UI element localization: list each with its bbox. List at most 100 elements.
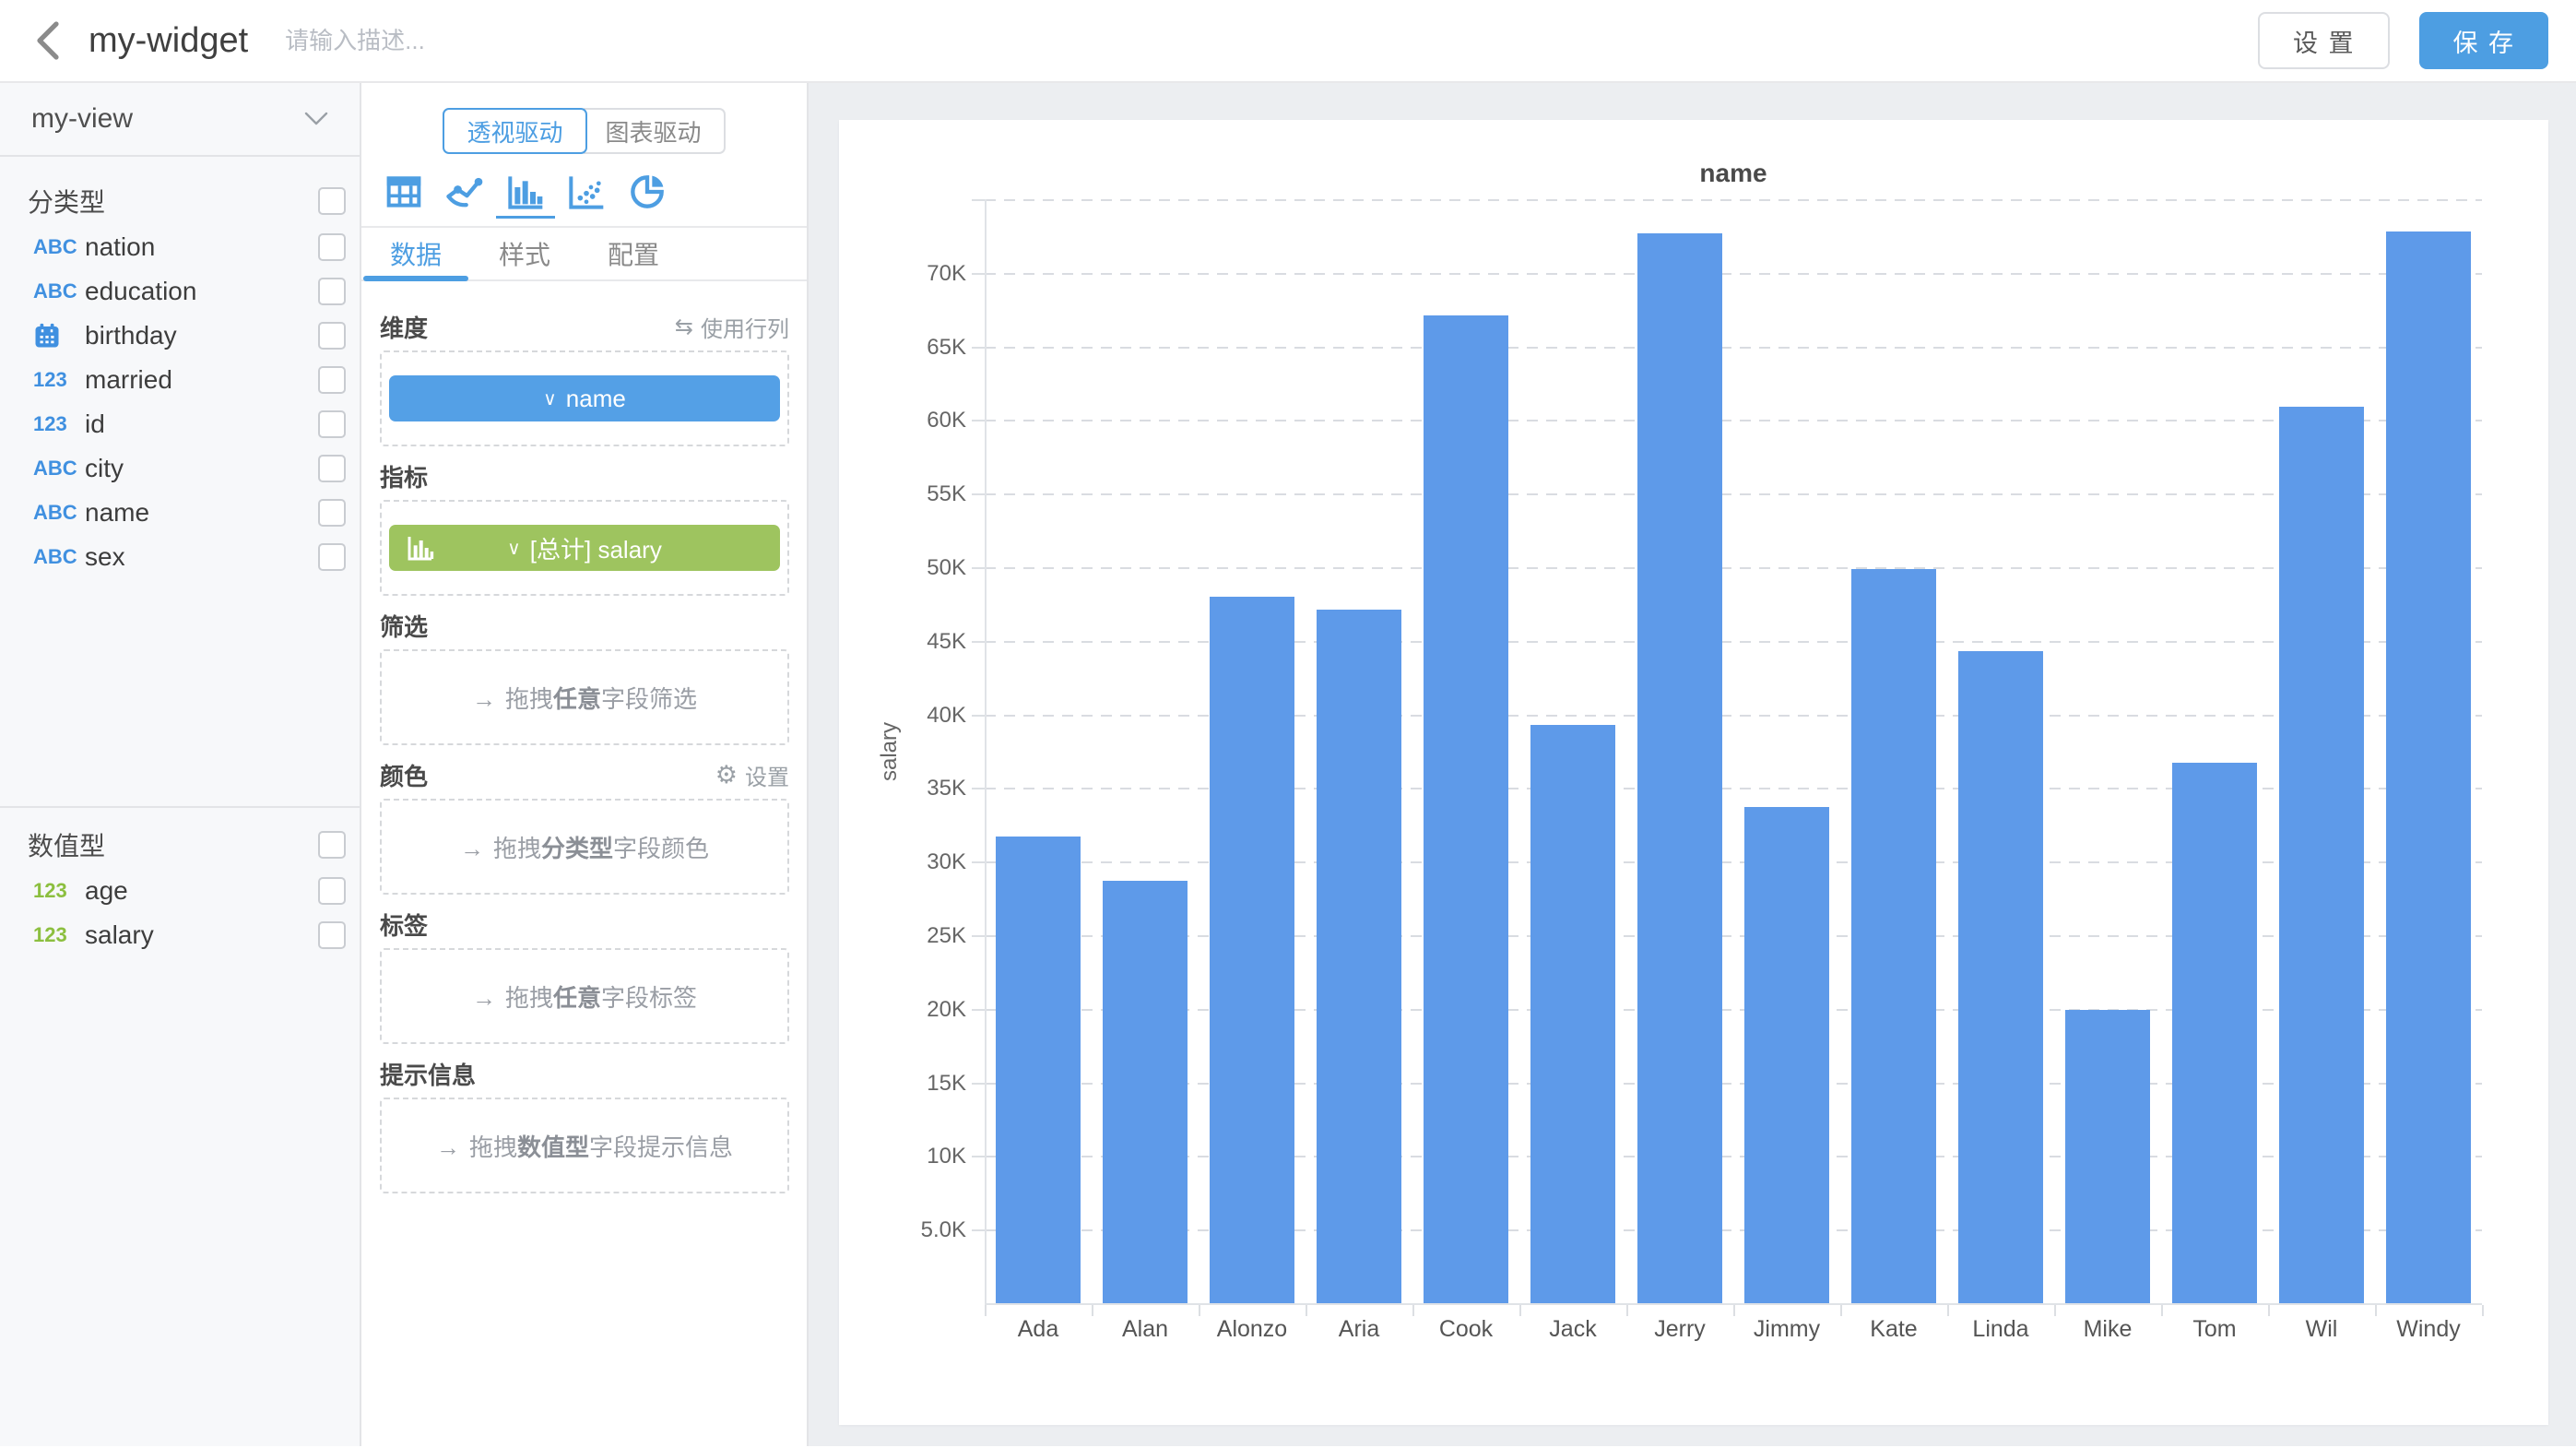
field-checkbox[interactable] bbox=[318, 499, 346, 527]
bar-kate[interactable] bbox=[1851, 568, 1936, 1303]
dimension-pill-name[interactable]: ∨ name bbox=[389, 375, 780, 421]
color-settings-button[interactable]: ⚙ 设置 bbox=[715, 760, 789, 790]
bar-cook[interactable] bbox=[1424, 315, 1508, 1303]
use-rowcol-button[interactable]: ⇆ 使用行列 bbox=[674, 314, 789, 342]
tab-config[interactable]: 配置 bbox=[607, 241, 659, 269]
field-item-salary[interactable]: 123 salary bbox=[0, 913, 360, 957]
x-axis-category-label: Linda bbox=[1972, 1316, 2029, 1342]
x-axis-category-label: Aria bbox=[1338, 1316, 1380, 1342]
pie-chart-button[interactable] bbox=[629, 171, 666, 213]
save-button[interactable]: 保 存 bbox=[2419, 12, 2548, 69]
dataset-selector[interactable]: my-view bbox=[0, 83, 360, 157]
dimension-section: 维度 ⇆ 使用行列 ∨ name bbox=[380, 311, 789, 446]
bar-jimmy[interactable] bbox=[1744, 807, 1829, 1303]
bar-alonzo[interactable] bbox=[1210, 596, 1294, 1303]
bar-chart-icon bbox=[508, 176, 543, 209]
field-checkbox[interactable] bbox=[318, 233, 346, 261]
scatter-chart-button[interactable] bbox=[568, 171, 605, 213]
bar-chart-button[interactable] bbox=[496, 171, 555, 219]
mode-tab-chart[interactable]: 图表驱动 bbox=[583, 108, 726, 154]
y-axis-tick bbox=[972, 272, 985, 275]
page-title: my-widget bbox=[89, 20, 249, 60]
field-name: nation bbox=[85, 232, 156, 261]
bar-mike[interactable] bbox=[2065, 1010, 2150, 1303]
numeric-field-list: 123 age 123 salary bbox=[0, 869, 360, 957]
tooltip-dropzone[interactable]: → 拖拽数值型字段提示信息 bbox=[380, 1098, 789, 1193]
bar-alan[interactable] bbox=[1103, 880, 1188, 1303]
x-axis-tick bbox=[2161, 1305, 2163, 1316]
bar-wil[interactable] bbox=[2279, 407, 2364, 1303]
back-button[interactable] bbox=[28, 20, 68, 61]
gridline bbox=[985, 493, 2482, 496]
x-axis-category-label: Mike bbox=[2083, 1316, 2133, 1342]
gridline bbox=[985, 567, 2482, 569]
line-chart-button[interactable] bbox=[446, 171, 483, 213]
field-checkbox[interactable] bbox=[318, 921, 346, 949]
y-axis-tick bbox=[972, 861, 985, 864]
x-axis-tick bbox=[1840, 1305, 1842, 1316]
table-chart-button[interactable] bbox=[385, 171, 422, 213]
tab-style[interactable]: 样式 bbox=[498, 241, 550, 269]
field-checkbox[interactable] bbox=[318, 877, 346, 905]
metric-bar-icon bbox=[406, 533, 435, 563]
metric-dropzone[interactable]: ∨ [总计] salary bbox=[380, 500, 789, 596]
mode-tab-pivot[interactable]: 透视驱动 bbox=[443, 108, 587, 154]
bar-windy[interactable] bbox=[2386, 231, 2471, 1303]
field-item-age[interactable]: 123 age bbox=[0, 869, 360, 913]
arrow-right-icon: → bbox=[471, 983, 496, 1012]
metric-pill-salary[interactable]: ∨ [总计] salary bbox=[389, 525, 780, 571]
tab-data[interactable]: 数据 bbox=[361, 228, 470, 281]
x-axis-category-label: Jerry bbox=[1654, 1316, 1706, 1342]
x-axis-tick bbox=[1733, 1305, 1735, 1316]
color-dropzone[interactable]: → 拖拽分类型字段颜色 bbox=[380, 799, 789, 895]
field-item-married[interactable]: 123 married bbox=[0, 358, 360, 402]
bar-tom[interactable] bbox=[2172, 763, 2257, 1303]
y-axis-tick bbox=[972, 1229, 985, 1232]
field-type-icon bbox=[33, 322, 85, 350]
x-axis-category-label: Kate bbox=[1870, 1316, 1918, 1342]
gridline bbox=[985, 1082, 2482, 1085]
y-axis-tick-label: 60K bbox=[927, 408, 966, 433]
field-item-sex[interactable]: ABC sex bbox=[0, 535, 360, 579]
dimension-dropzone[interactable]: ∨ name bbox=[380, 350, 789, 446]
x-axis-tick bbox=[1947, 1305, 1949, 1316]
field-item-birthday[interactable]: birthday bbox=[0, 314, 360, 358]
bar-linda[interactable] bbox=[1958, 650, 2043, 1303]
select-all-categorical-checkbox[interactable] bbox=[318, 187, 346, 215]
preview-canvas: name salary 5.0K 10K 15K 20K 25K 30K 35K 40K 45K… bbox=[809, 83, 2576, 1446]
y-axis-tick bbox=[972, 640, 985, 643]
settings-button[interactable]: 设 置 bbox=[2257, 12, 2391, 69]
field-item-education[interactable]: ABC education bbox=[0, 269, 360, 314]
gridline bbox=[985, 1229, 2482, 1232]
y-axis-tick bbox=[972, 1008, 985, 1011]
field-item-id[interactable]: 123 id bbox=[0, 402, 360, 446]
bar-jack[interactable] bbox=[1530, 724, 1615, 1303]
field-item-name[interactable]: ABC name bbox=[0, 491, 360, 535]
mode-switcher: 透视驱动 图表驱动 bbox=[361, 108, 807, 154]
select-all-numeric-checkbox[interactable] bbox=[318, 831, 346, 859]
field-item-nation[interactable]: ABC nation bbox=[0, 225, 360, 269]
bar-ada[interactable] bbox=[996, 837, 1081, 1303]
tag-dropzone[interactable]: → 拖拽任意字段标签 bbox=[380, 948, 789, 1044]
field-checkbox[interactable] bbox=[318, 455, 346, 482]
field-item-city[interactable]: ABC city bbox=[0, 446, 360, 491]
chevron-down-icon: ∨ bbox=[543, 388, 557, 409]
bar-jerry[interactable] bbox=[1637, 232, 1722, 1303]
y-axis-tick-label: 50K bbox=[927, 555, 966, 580]
field-checkbox[interactable] bbox=[318, 278, 346, 305]
x-axis-tick bbox=[2482, 1305, 2484, 1316]
bar-aria[interactable] bbox=[1317, 610, 1401, 1303]
filter-label: 筛选 bbox=[380, 612, 429, 641]
description-input[interactable] bbox=[285, 26, 673, 55]
y-axis-tick-label: 65K bbox=[927, 334, 966, 360]
field-checkbox[interactable] bbox=[318, 322, 346, 350]
y-axis-tick-label: 70K bbox=[927, 260, 966, 286]
tag-section: 标签 → 拖拽任意字段标签 bbox=[380, 908, 789, 1044]
field-checkbox[interactable] bbox=[318, 410, 346, 438]
field-checkbox[interactable] bbox=[318, 366, 346, 394]
filter-dropzone[interactable]: → 拖拽任意字段筛选 bbox=[380, 649, 789, 745]
x-axis-category-label: Cook bbox=[1438, 1316, 1494, 1342]
tooltip-label: 提示信息 bbox=[380, 1061, 477, 1089]
x-axis-category-label: Alonzo bbox=[1216, 1316, 1288, 1342]
field-checkbox[interactable] bbox=[318, 543, 346, 571]
